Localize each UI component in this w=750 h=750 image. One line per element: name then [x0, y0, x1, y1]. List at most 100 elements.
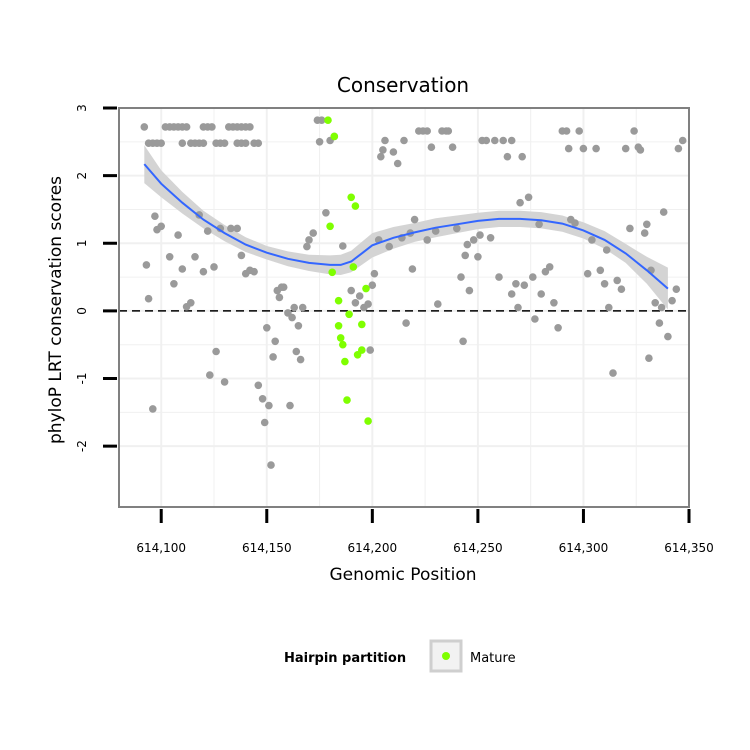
other-point [659, 208, 668, 216]
mature-point [326, 222, 334, 231]
other-point [269, 353, 277, 361]
x-tick-label: 614,150 [242, 541, 292, 555]
other-point [400, 136, 408, 145]
other-point [482, 136, 491, 145]
mature-point [358, 346, 366, 354]
other-point [605, 303, 613, 312]
smooth-confidence-band [144, 145, 668, 310]
other-point [518, 152, 526, 161]
legend-label-mature: Mature [470, 651, 516, 666]
other-point [355, 292, 364, 300]
other-point [664, 332, 672, 341]
other-point [370, 269, 379, 278]
other-point [351, 299, 360, 307]
other-point [643, 220, 651, 229]
other-point [246, 123, 254, 131]
other-point [303, 242, 311, 251]
other-point [393, 159, 402, 168]
other-point [588, 236, 596, 244]
y-tick-label: 1 [75, 239, 89, 247]
x-axis-title: Genomic Position [329, 565, 476, 585]
other-point [203, 227, 212, 235]
other-point [465, 286, 474, 295]
other-point [575, 127, 583, 135]
other-point [651, 299, 659, 307]
other-point [220, 139, 229, 147]
other-point [554, 324, 562, 332]
other-point [537, 290, 545, 298]
other-point [292, 347, 301, 356]
legend-key-mature [442, 652, 450, 660]
other-point [233, 224, 241, 233]
other-point [636, 146, 645, 154]
other-point [579, 144, 588, 153]
other-point [630, 127, 638, 135]
other-point [212, 347, 220, 356]
legend: Hairpin partition Mature [284, 639, 516, 673]
other-point [674, 144, 683, 153]
other-point [476, 231, 484, 239]
other-point [444, 127, 453, 135]
plot-background [119, 108, 689, 507]
mature-point [351, 202, 360, 210]
other-point [645, 354, 653, 363]
other-point [258, 395, 267, 403]
other-point [564, 144, 573, 153]
other-point [678, 136, 687, 145]
other-point [315, 138, 324, 146]
other-point [571, 219, 579, 227]
other-point [157, 222, 165, 231]
other-point [531, 315, 539, 323]
mature-point [358, 320, 366, 329]
mature-point [324, 116, 332, 124]
other-point [583, 269, 592, 278]
y-tick-label: -1 [75, 373, 89, 385]
other-point [491, 136, 499, 145]
other-point [596, 266, 605, 275]
mature-point [347, 193, 356, 202]
other-point [602, 246, 611, 254]
mature-points [324, 116, 372, 425]
other-point [199, 267, 208, 276]
plot-panel [118, 107, 690, 508]
mature-point [339, 340, 347, 349]
x-tick-label: 614,200 [348, 541, 398, 555]
other-point [640, 229, 649, 237]
other-point [434, 300, 442, 308]
other-point [550, 299, 558, 307]
other-point [254, 381, 263, 390]
other-point [423, 236, 432, 244]
other-points [140, 116, 687, 469]
other-point [271, 337, 280, 346]
other-point [474, 252, 482, 261]
other-point [347, 286, 356, 295]
other-point [151, 212, 159, 220]
other-point [507, 136, 516, 145]
other-point [170, 280, 178, 288]
other-point [453, 224, 461, 233]
other-point [178, 265, 187, 273]
chart-title: Conservation [337, 73, 469, 97]
other-point [427, 143, 436, 151]
other-point [263, 324, 271, 332]
other-point [461, 251, 470, 260]
other-point [288, 313, 296, 322]
other-point [535, 220, 543, 229]
y-tick-label: 2 [75, 172, 89, 180]
other-point [144, 294, 153, 303]
legend-title: Hairpin partition [284, 651, 406, 666]
other-point [609, 369, 617, 377]
other-point [459, 337, 467, 346]
other-point [254, 139, 263, 147]
other-point [290, 303, 299, 312]
other-point [408, 265, 417, 273]
other-point [600, 280, 609, 288]
other-point [142, 261, 151, 269]
y-axis: -2 -1 0 1 2 3 [75, 104, 117, 452]
other-point [592, 144, 600, 153]
mature-point [341, 357, 349, 366]
other-point [157, 139, 165, 147]
other-point [377, 152, 385, 161]
other-point [655, 319, 664, 327]
other-point [220, 378, 229, 386]
